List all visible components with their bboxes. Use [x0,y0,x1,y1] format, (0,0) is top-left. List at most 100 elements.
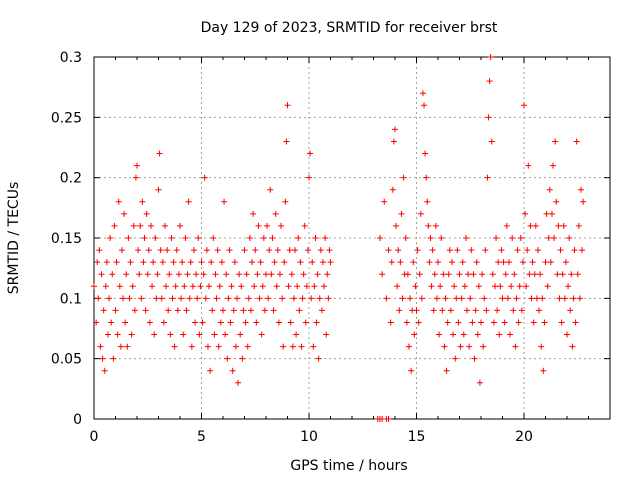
data-point [198,259,205,266]
data-point [186,295,193,302]
data-point [567,307,574,314]
data-point [138,295,145,302]
data-point [319,259,326,266]
data-point [274,247,281,254]
data-point [432,222,439,229]
data-point [512,343,519,350]
data-point [283,138,290,145]
data-point [226,247,233,254]
data-point [403,319,410,326]
data-point [271,259,278,266]
x-tick-label: 10 [300,429,318,445]
data-point [472,307,479,314]
data-point [441,343,448,350]
data-point [430,307,437,314]
data-point [120,295,127,302]
data-point [505,259,512,266]
data-point [157,247,164,254]
data-point [206,283,213,290]
data-point [423,174,430,181]
data-point [559,271,566,278]
data-point [388,259,395,266]
data-point [533,295,540,302]
data-point [313,319,320,326]
data-point [296,307,303,314]
data-point [141,235,148,241]
data-point [517,235,524,241]
data-point [300,271,307,278]
data-point [530,319,537,326]
data-point [481,295,488,302]
data-point [416,271,423,278]
data-point [562,259,569,266]
data-point [215,343,222,350]
data-point [315,355,322,362]
data-point [536,307,543,314]
data-point [179,259,186,266]
data-point [246,235,253,241]
data-point [537,271,544,278]
data-point [311,283,318,290]
data-point [180,331,187,338]
data-point [500,259,507,266]
data-point [475,283,482,290]
data-point [211,331,218,338]
data-point [293,331,300,338]
data-point [221,198,228,205]
data-point [147,222,154,229]
data-point [527,222,534,229]
data-point [488,138,495,145]
data-point [209,307,216,314]
data-point [496,331,503,338]
data-point [104,331,111,338]
data-point [236,271,243,278]
data-point [140,259,147,266]
data-point [442,295,449,302]
data-point [292,247,299,254]
data-point [237,331,244,338]
data-point [458,295,465,302]
y-tick-label: 0.05 [51,352,82,368]
data-point [577,186,584,193]
data-point [96,247,103,254]
x-axis-label: GPS time / hours [290,458,407,474]
data-point [228,283,235,290]
data-point [241,247,248,254]
data-point [497,283,504,290]
data-point [487,54,494,60]
data-point [301,222,308,229]
data-point [107,235,114,241]
data-point [448,259,455,266]
data-point [124,343,131,350]
data-point [265,295,272,302]
data-point [424,198,431,205]
data-point [295,235,302,241]
data-point [158,295,165,302]
data-point [541,319,548,326]
data-point [576,295,583,302]
data-point [112,307,119,314]
data-point [213,295,220,302]
data-point [482,247,489,254]
data-point [411,331,418,338]
data-point [263,271,269,278]
data-point [395,247,402,254]
x-tick-label: 20 [515,429,533,445]
data-point [404,271,411,278]
data-point [204,343,211,350]
data-point [491,283,498,290]
data-point [486,78,493,85]
data-point [322,235,329,241]
data-point [102,283,109,290]
data-point [278,222,285,229]
data-points [91,54,587,422]
data-point [270,307,277,314]
data-point [519,259,526,266]
data-point [182,235,189,241]
data-point [159,259,166,266]
data-point [457,343,464,350]
data-point [110,355,117,362]
data-point [139,198,146,205]
data-point [220,307,226,314]
data-point [261,307,268,314]
